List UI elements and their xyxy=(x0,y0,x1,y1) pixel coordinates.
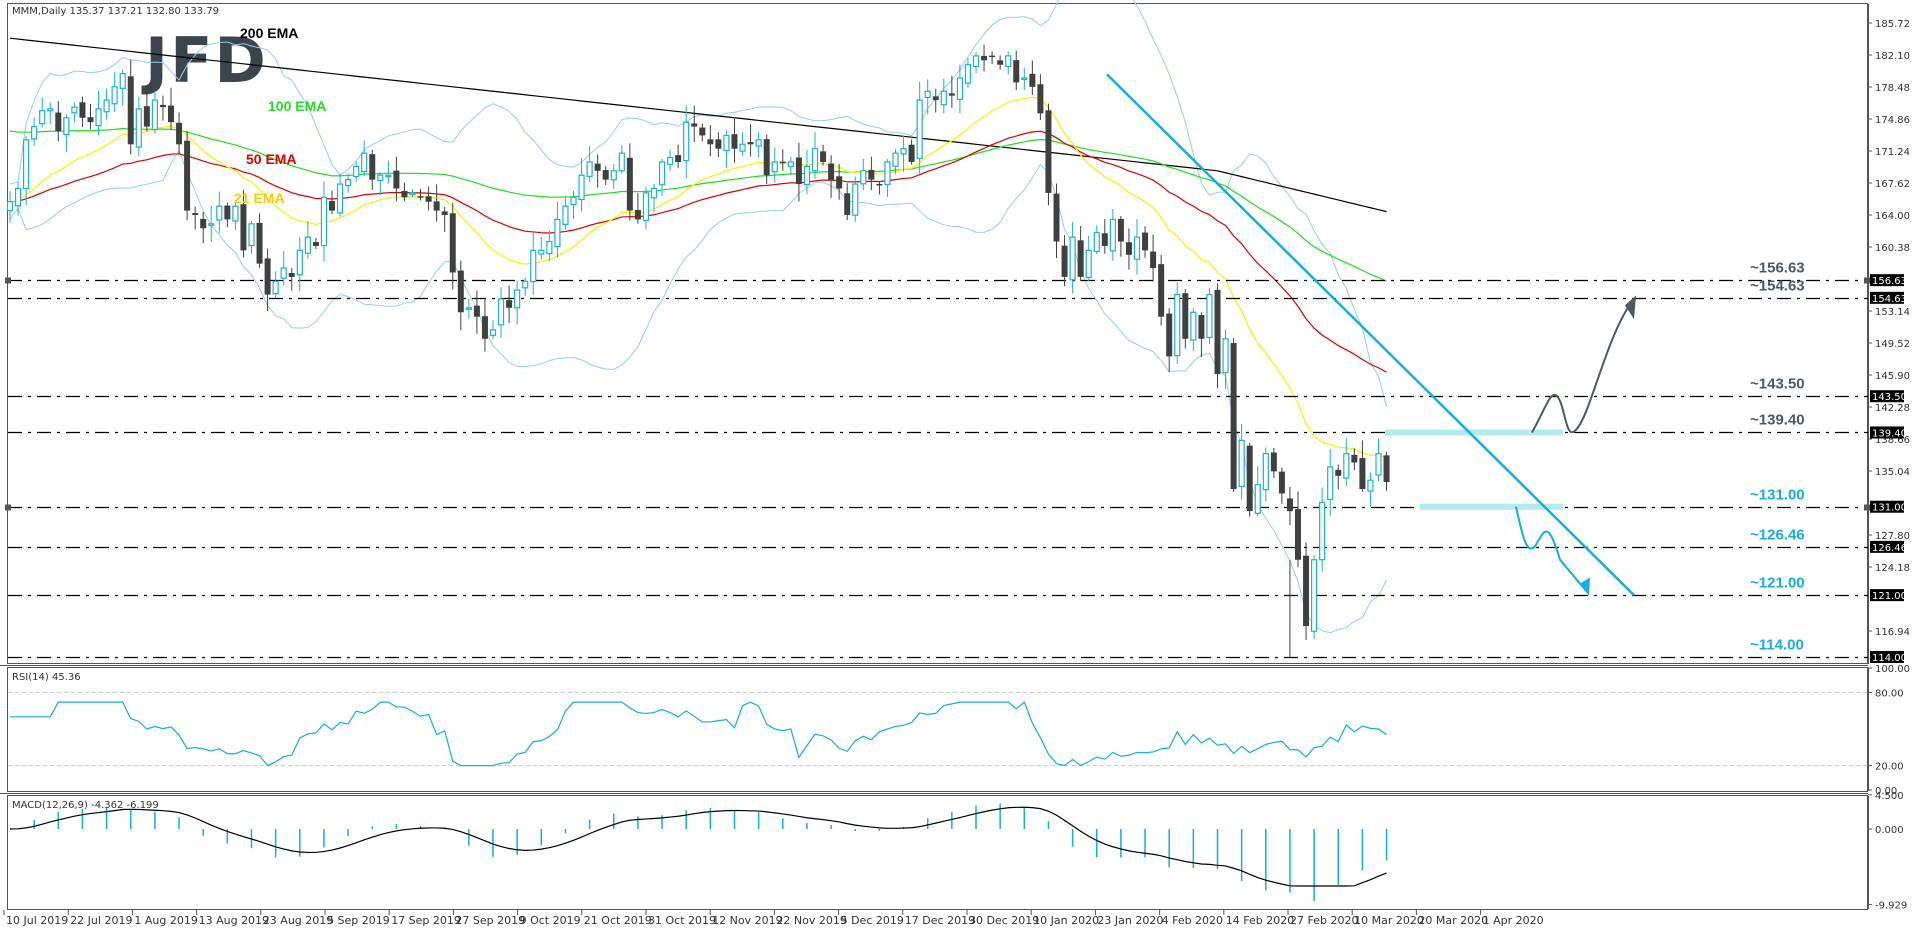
svg-text:145.90: 145.90 xyxy=(1875,371,1910,382)
svg-text:20.00: 20.00 xyxy=(1875,762,1904,773)
date-axis: 10 Jul 2019 22 Jul 2019 1 Aug 2019 13 Aug 2… xyxy=(3,910,1544,927)
symbol-header: MMM,Daily 135.37 137.21 132.80 133.79 xyxy=(12,6,219,17)
svg-text:174.86: 174.86 xyxy=(1875,115,1910,126)
date-tick: 23 Aug 2019 xyxy=(263,914,333,927)
price-axis: 185.72 182.10 178.48 174.86 171.24 167.62 164.… xyxy=(1868,4,1910,664)
svg-text:0.00: 0.00 xyxy=(1875,786,1897,797)
level-label: ~143.50 xyxy=(1750,376,1805,393)
svg-text:100.00: 100.00 xyxy=(1875,664,1910,675)
svg-text:182.10: 182.10 xyxy=(1875,51,1910,62)
date-tick: 4 Feb 2020 xyxy=(1162,914,1223,927)
date-tick: 5 Dec 2019 xyxy=(841,914,904,927)
support-resistance-zones xyxy=(1385,429,1563,510)
svg-text:142.28: 142.28 xyxy=(1875,403,1910,414)
date-tick: 1 Aug 2019 xyxy=(134,914,197,927)
svg-text:149.52: 149.52 xyxy=(1875,339,1910,350)
date-tick: 10 Jul 2019 xyxy=(6,914,68,927)
date-tick: 22 Jul 2019 xyxy=(70,914,132,927)
date-tick: 5 Sep 2019 xyxy=(327,914,390,927)
date-tick: 10 Mar 2020 xyxy=(1354,914,1424,927)
svg-text:4.500: 4.500 xyxy=(1875,791,1904,802)
svg-text:116.94: 116.94 xyxy=(1875,627,1910,638)
ema-label: 21 EMA xyxy=(234,190,285,206)
svg-text:153.14: 153.14 xyxy=(1875,307,1910,318)
scenario-arrows xyxy=(1515,295,1636,597)
date-tick: 17 Sep 2019 xyxy=(391,914,461,927)
svg-text:135.04: 135.04 xyxy=(1875,467,1910,478)
date-tick: 9 Oct 2019 xyxy=(520,914,581,927)
date-tick: 12 Nov 2019 xyxy=(712,914,782,927)
ema-label: 50 EMA xyxy=(246,151,297,167)
level-label: ~114.00 xyxy=(1750,637,1804,654)
date-tick: 20 Mar 2020 xyxy=(1418,914,1488,927)
macd-header: MACD(12,26,9) -4.362 -6.199 xyxy=(12,800,159,811)
date-tick: 13 Aug 2019 xyxy=(199,914,269,927)
rsi-panel: 100.00 80.00 20.00 0.00 xyxy=(8,664,1910,797)
level-label: ~154.63 xyxy=(1750,278,1805,295)
date-tick: 23 Jan 2020 xyxy=(1097,914,1163,927)
svg-text:156.63: 156.63 xyxy=(1872,276,1907,287)
svg-text:139.40: 139.40 xyxy=(1872,428,1907,439)
svg-text:143.50: 143.50 xyxy=(1872,392,1907,403)
ema-label: 200 EMA xyxy=(240,25,298,41)
date-tick: 21 Oct 2019 xyxy=(584,914,652,927)
svg-text:138.66: 138.66 xyxy=(1875,435,1910,446)
svg-text:164.00: 164.00 xyxy=(1875,211,1910,222)
bollinger-bands xyxy=(9,0,1388,634)
level-labels: ~156.63~154.63 ~143.50 ~139.40 ~131.00 ~126.… xyxy=(1750,260,1805,654)
svg-text:160.38: 160.38 xyxy=(1875,243,1910,254)
level-label: ~126.46 xyxy=(1750,527,1805,544)
date-tick: 14 Feb 2020 xyxy=(1226,914,1294,927)
date-tick: 31 Oct 2019 xyxy=(648,914,716,927)
macd-panel: 4.500 0.000 -9.929 xyxy=(9,791,1907,911)
date-tick: 1 Apr 2020 xyxy=(1483,914,1544,927)
ema-lines xyxy=(9,37,1387,459)
panel-frames xyxy=(0,3,1868,910)
svg-text:131.00: 131.00 xyxy=(1872,503,1907,514)
date-tick: 27 Sep 2019 xyxy=(455,914,525,927)
jfd-logo: JFD xyxy=(141,24,268,97)
ema-labels: 200 EMA 100 EMA 50 EMA 21 EMA xyxy=(234,25,326,206)
svg-text:114.00: 114.00 xyxy=(1872,653,1907,664)
svg-text:127.80: 127.80 xyxy=(1875,531,1910,542)
date-tick: 27 Feb 2020 xyxy=(1290,914,1358,927)
horizontal-levels xyxy=(5,277,1870,659)
svg-text:-9.929: -9.929 xyxy=(1875,900,1907,911)
svg-text:171.24: 171.24 xyxy=(1875,147,1910,158)
svg-text:178.48: 178.48 xyxy=(1875,83,1910,94)
trendline[interactable] xyxy=(1106,73,1635,597)
date-tick: 22 Nov 2019 xyxy=(776,914,846,927)
date-tick: 17 Dec 2019 xyxy=(905,914,975,927)
date-tick: 30 Dec 2019 xyxy=(969,914,1039,927)
level-label: ~156.63 xyxy=(1750,260,1805,277)
svg-text:154.63: 154.63 xyxy=(1872,294,1907,305)
level-label: ~131.00 xyxy=(1750,487,1805,504)
svg-text:0.000: 0.000 xyxy=(1875,825,1904,836)
svg-text:121.00: 121.00 xyxy=(1872,591,1907,602)
svg-text:185.72: 185.72 xyxy=(1875,19,1910,30)
level-label: ~139.40 xyxy=(1750,412,1805,429)
svg-text:JFD: JFD xyxy=(141,24,268,97)
svg-text:126.46: 126.46 xyxy=(1872,543,1907,554)
svg-text:124.18: 124.18 xyxy=(1875,563,1910,574)
svg-text:167.62: 167.62 xyxy=(1875,179,1910,190)
candlesticks xyxy=(6,44,1390,658)
date-tick: 10 Jan 2020 xyxy=(1033,914,1099,927)
rsi-header: RSI(14) 45.36 xyxy=(12,672,81,683)
level-label: ~121.00 xyxy=(1750,575,1805,592)
svg-text:80.00: 80.00 xyxy=(1875,688,1904,699)
ema-label: 100 EMA xyxy=(268,98,326,114)
